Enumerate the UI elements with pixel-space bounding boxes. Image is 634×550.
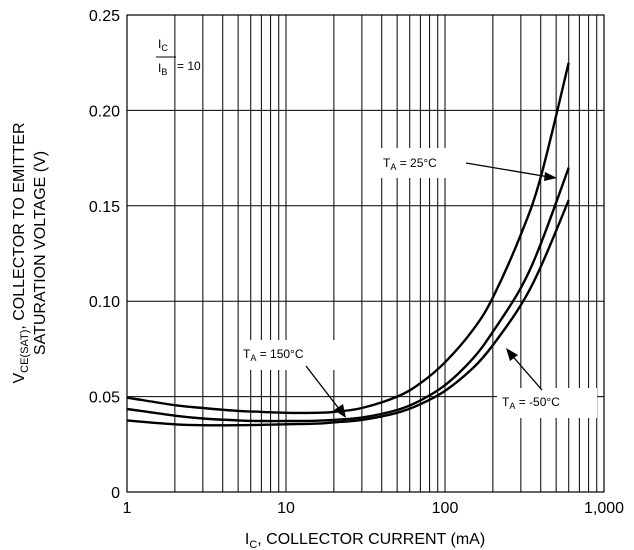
plot-frame (126, 14, 605, 493)
ratio-numerator: IC (158, 37, 168, 53)
arrowhead-neg50c (506, 348, 518, 361)
label-150c: TA = 150°C (243, 347, 304, 363)
arrow-150c (305, 365, 344, 415)
y-tick-label: 0.05 (89, 390, 120, 407)
arrowhead-150c (334, 404, 346, 418)
x-tick-label: 1,000 (584, 500, 624, 517)
label-25c: TA = 25°C (383, 156, 437, 172)
series-lines (126, 62, 570, 427)
arrow-25c (465, 162, 556, 179)
y-tick-labels: 0 0.05 0.10 0.15 0.20 0.25 (89, 8, 120, 502)
x-tick-label: 100 (432, 500, 459, 517)
x-tick-labels: 1 10 100 1,000 (123, 500, 625, 517)
label-neg50c: TA = -50°C (502, 395, 560, 411)
y-axis-title-line2: SATURATION VOLTAGE (V) (32, 151, 49, 355)
y-tick-label: 0.25 (89, 8, 120, 25)
y-axis-title: VCE(SAT), COLLECTOR TO EMITTER SATURATIO… (11, 122, 49, 383)
series-line-1 (126, 167, 570, 423)
series-line-2 (126, 199, 570, 427)
y-tick-label: 0.20 (89, 103, 120, 120)
ratio-value: = 10 (177, 59, 201, 73)
x-tick-label: 1 (123, 500, 132, 517)
ratio-annotation: IC IB = 10 (156, 37, 201, 77)
y-tick-label: 0.10 (89, 294, 120, 311)
x-axis-title: IC, COLLECTOR CURRENT (mA) (245, 531, 485, 550)
y-axis-title-line1: VCE(SAT), COLLECTOR TO EMITTER (11, 122, 31, 383)
label-bg-25c (380, 148, 472, 178)
series-callouts: TA = 25°C TA = 150°C TA = -50°C (240, 148, 597, 418)
x-tick-label: 10 (277, 500, 295, 517)
series-line-0 (126, 62, 570, 415)
arrow-neg50c (508, 351, 543, 391)
y-tick-label: 0.15 (89, 199, 120, 216)
label-bg-150c (240, 340, 340, 370)
arrowhead-25c (544, 172, 557, 181)
label-bg-neg50c (497, 388, 597, 418)
ratio-denominator: IB (158, 61, 167, 77)
y-tick-label: 0 (111, 485, 120, 502)
